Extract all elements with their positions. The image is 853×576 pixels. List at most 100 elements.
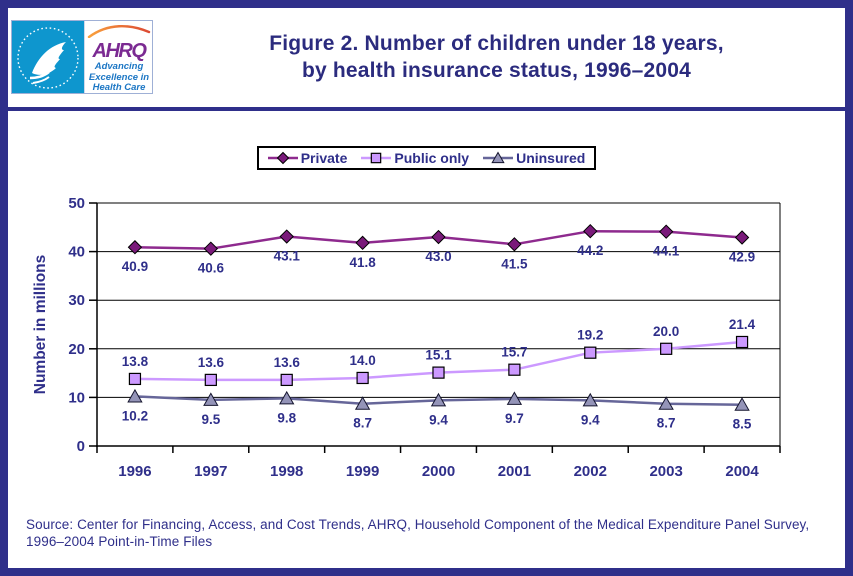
square-marker-icon [371, 152, 382, 164]
ahrq-logo: AHRQ Advancing Excellence in Health Care [84, 21, 153, 93]
square-marker-icon [204, 373, 217, 387]
square-marker-icon [356, 371, 369, 385]
x-tick-label: 2004 [725, 463, 759, 480]
diamond-marker-icon [583, 223, 598, 239]
data-label: 8.7 [657, 416, 676, 431]
x-tick-label: 2002 [574, 463, 607, 480]
triangle-marker-icon [506, 391, 523, 405]
diamond-marker-icon [658, 224, 674, 239]
legend-label: Uninsured [516, 150, 586, 166]
data-label: 43.1 [274, 249, 301, 264]
x-tick-label: 1997 [194, 463, 227, 480]
data-label: 42.9 [729, 250, 755, 265]
x-tick-label: 1996 [118, 463, 151, 480]
data-label: 44.2 [577, 243, 603, 258]
square-marker-icon [128, 372, 142, 386]
figure-title-line1: Figure 2. Number of children under 18 ye… [269, 32, 724, 55]
legend-container: Private Public only Uninsured [0, 146, 853, 170]
diamond-marker-icon [127, 240, 143, 255]
diamond-marker-icon [279, 229, 294, 244]
source-line1: Source: Center for Financing, Access, an… [26, 517, 810, 532]
data-label: 15.7 [501, 345, 527, 360]
legend-item-public-only: Public only [361, 150, 469, 166]
diamond-marker-icon [276, 151, 289, 165]
square-marker-icon [735, 335, 749, 349]
y-tick-label: 40 [68, 244, 85, 261]
header-divider [8, 107, 845, 111]
square-marker-icon [584, 346, 597, 359]
x-tick-label: 1999 [346, 463, 379, 480]
square-marker-icon [280, 373, 293, 387]
data-label: 9.7 [505, 411, 524, 426]
data-label: 9.5 [201, 412, 220, 427]
square-marker-icon [432, 366, 445, 379]
data-label: 41.5 [501, 256, 528, 271]
triangle-marker-icon [279, 390, 295, 405]
data-label: 13.6 [274, 355, 301, 370]
data-label: 41.8 [349, 255, 376, 270]
hhs-seal-icon [12, 21, 84, 93]
legend-item-private: Private [267, 150, 348, 166]
data-label: 9.4 [429, 412, 448, 427]
triangle-marker-icon [582, 392, 598, 407]
source-line2: 1996–2004 Point-in-Time Files [26, 534, 213, 549]
square-marker-icon [361, 152, 392, 164]
hhs-ahrq-logo: AHRQ Advancing Excellence in Health Care [11, 20, 153, 94]
y-tick-label: 20 [68, 341, 85, 358]
triangle-marker-icon [354, 396, 371, 410]
data-label: 8.7 [353, 416, 372, 431]
data-label: 13.6 [198, 355, 225, 370]
y-axis-title: Number in millions [32, 255, 49, 395]
diamond-marker-icon [203, 241, 219, 256]
chart-legend: Private Public only Uninsured [256, 146, 597, 170]
source-note: Source: Center for Financing, Access, an… [26, 516, 834, 550]
data-label: 40.9 [122, 259, 148, 274]
square-marker-icon [660, 342, 673, 355]
data-label: 13.8 [122, 354, 149, 369]
legend-label: Private [300, 150, 348, 166]
y-tick-label: 0 [77, 438, 85, 455]
data-label: 15.1 [425, 348, 452, 363]
tagline-line: Advancing [94, 61, 144, 72]
ahrq-wordmark: AHRQ [92, 40, 147, 62]
data-label: 14.0 [349, 353, 375, 368]
ahrq-tagline: Advancing Excellence in Health Care [85, 61, 153, 94]
diamond-marker-icon [355, 235, 370, 251]
triangle-marker-icon [658, 396, 674, 410]
legend-label: Public only [394, 150, 470, 166]
x-tick-label: 2001 [498, 463, 531, 480]
x-tick-label: 2003 [649, 463, 682, 480]
tagline-line: Health Care [92, 82, 146, 93]
hhs-eagle-icon [17, 27, 79, 89]
square-marker-icon [508, 363, 521, 376]
x-tick-label: 2000 [422, 463, 455, 480]
data-label: 19.2 [577, 328, 603, 343]
triangle-marker-icon [127, 388, 143, 403]
data-label: 21.4 [729, 317, 756, 332]
diamond-marker-icon [507, 237, 522, 252]
y-tick-label: 10 [68, 389, 85, 406]
diamond-marker-icon [734, 230, 750, 245]
diamond-marker-icon [431, 229, 446, 245]
y-tick-label: 50 [68, 195, 85, 212]
data-label: 20.0 [653, 324, 679, 339]
diamond-marker-icon [267, 151, 298, 165]
data-label: 8.5 [733, 417, 752, 432]
tagline-line: Excellence in [88, 71, 150, 83]
figure-title: Figure 2. Number of children under 18 ye… [165, 30, 828, 84]
ahrq-swoosh-icon [87, 24, 151, 39]
triangle-marker-icon [430, 392, 447, 407]
data-label: 40.6 [198, 261, 225, 276]
triangle-marker-icon [203, 392, 219, 406]
data-label: 44.1 [653, 244, 680, 259]
triangle-marker-icon [734, 397, 750, 411]
y-tick-label: 30 [68, 292, 85, 309]
data-label: 9.8 [277, 410, 296, 425]
x-tick-label: 1998 [270, 463, 303, 480]
triangle-marker-icon [483, 151, 514, 164]
triangle-marker-icon [491, 151, 505, 164]
legend-item-uninsured: Uninsured [483, 150, 585, 166]
data-label: 10.2 [122, 408, 148, 423]
